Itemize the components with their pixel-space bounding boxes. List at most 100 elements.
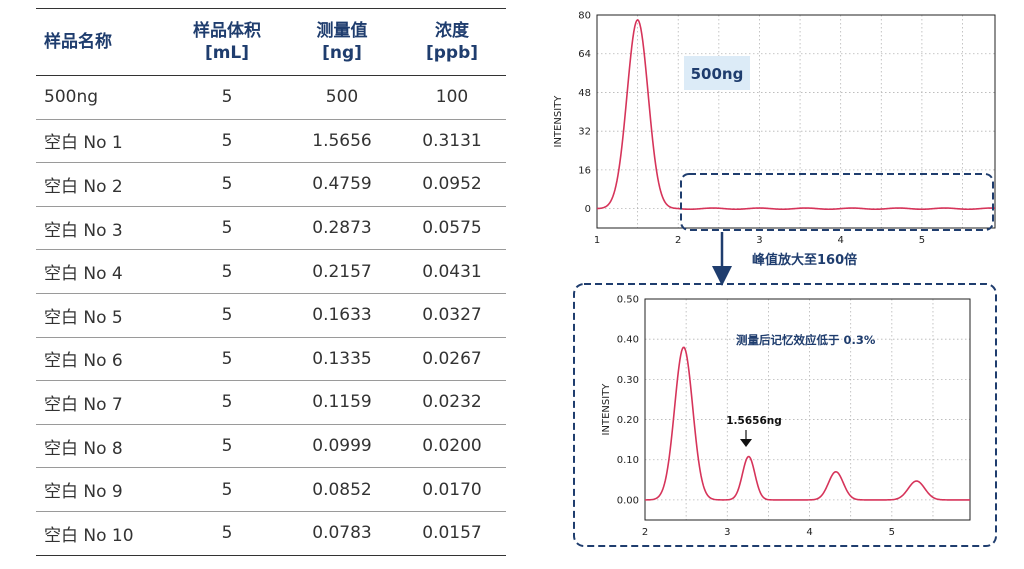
x-tick-label: 2 [642,527,648,538]
table-row: 空白 No 7 5 0.1159 0.0232 [36,380,506,425]
peak-pointer-head [740,439,752,447]
annotation-badge [684,56,750,90]
y-tick-label: 16 [578,165,591,176]
zoom-region-box [680,173,994,231]
x-tick-label: 1 [594,235,600,246]
cell-measured: 0.2873 [286,206,398,251]
y-axis-label: INTENSITY [553,95,564,148]
cell-volume: 5 [168,337,286,382]
cell-measured: 0.1335 [286,337,398,382]
cell-measured: 0.2157 [286,249,398,294]
y-tick-label: 64 [578,49,591,60]
y-tick-label: 0.10 [617,455,639,466]
cell-sample-name: 空白 No 6 [36,337,168,382]
cell-concentration: 100 [398,75,506,120]
annotation-memory-effect: 测量后记忆效应低于 0.3% [736,333,876,347]
table-row: 空白 No 8 5 0.0999 0.0200 [36,424,506,469]
cell-sample-name: 空白 No 4 [36,249,168,294]
table-row: 空白 No 5 5 0.1633 0.0327 [36,293,506,338]
header-volume: 样品体积 [mL] [168,8,286,76]
y-tick-label: 0.00 [617,495,639,506]
y-tick-label: 80 [578,11,591,22]
cell-measured: 0.1159 [286,380,398,425]
series-line [644,346,970,501]
table-header-row: 样品名称 样品体积 [mL] 测量值 [ng] 浓度 [ppb] [36,8,506,76]
cell-sample-name: 空白 No 5 [36,293,168,338]
cell-measured: 0.0852 [286,467,398,512]
annotation-500ng: 500ng [691,65,744,83]
peak-label: 1.5656ng [726,415,782,427]
cell-measured: 0.1633 [286,293,398,338]
table-row: 空白 No 6 5 0.1335 0.0267 [36,337,506,382]
plot-frame [644,298,971,521]
table-row: 500ng 5 500 100 [36,75,506,120]
table-row: 空白 No 1 5 1.5656 0.3131 [36,119,506,164]
cell-measured: 0.4759 [286,162,398,207]
cell-concentration: 0.3131 [398,119,506,164]
cell-volume: 5 [168,119,286,164]
y-tick-label: 0.20 [617,415,639,426]
table-row: 空白 No 4 5 0.2157 0.0431 [36,249,506,294]
cell-sample-name: 空白 No 8 [36,424,168,469]
x-tick-label: 4 [806,527,812,538]
header-measured: 测量值 [ng] [286,8,398,76]
cell-volume: 5 [168,380,286,425]
chart-blank-zoom: 0.00 0.10 0.20 0.30 0.40 0.50 2 3 4 5 INTENSITY 测量后… [601,295,971,538]
zoom-chart-frame [573,283,997,547]
cell-volume: 5 [168,424,286,469]
y-tick-label: 32 [578,127,591,138]
cell-concentration: 0.0200 [398,424,506,469]
y-tick-label: 0.50 [617,295,639,306]
x-tick-label: 3 [756,235,762,246]
cell-volume: 5 [168,206,286,251]
cell-volume: 5 [168,293,286,338]
cell-sample-name: 空白 No 1 [36,119,168,164]
x-tick-label: 5 [889,527,895,538]
cell-concentration: 0.0232 [398,380,506,425]
cell-sample-name: 空白 No 9 [36,467,168,512]
header-unit: [ng] [322,43,362,63]
plot-frame [596,14,996,229]
table-row: 空白 No 9 5 0.0852 0.0170 [36,467,506,512]
cell-sample-name: 空白 No 10 [36,511,168,556]
y-tick-label: 48 [578,88,591,99]
cell-concentration: 0.0170 [398,467,506,512]
x-tick-label: 4 [837,235,843,246]
cell-concentration: 0.0267 [398,337,506,382]
header-line: 样品名称 [44,32,112,52]
x-tick-label: 5 [919,235,925,246]
cell-sample-name: 空白 No 7 [36,380,168,425]
cell-concentration: 0.0431 [398,249,506,294]
series-line [596,18,996,211]
cell-volume: 5 [168,75,286,120]
y-tick-label: 0.30 [617,375,639,386]
cell-concentration: 0.0952 [398,162,506,207]
cell-measured: 500 [286,75,398,120]
header-unit: [ppb] [425,43,479,63]
y-axis-label: INTENSITY [601,383,612,436]
header-unit: [mL] [204,43,250,63]
cell-volume: 5 [168,249,286,294]
table-row: 空白 No 3 5 0.2873 0.0575 [36,206,506,251]
x-tick-label: 3 [724,527,730,538]
chart-500ng: 0 16 32 48 64 80 1 2 3 4 5 INTENSITY 500ng [553,11,996,246]
header-line: 样品体积 [193,21,261,41]
table-row: 空白 No 2 5 0.4759 0.0952 [36,162,506,207]
cell-sample-name: 空白 No 2 [36,162,168,207]
cell-volume: 5 [168,511,286,556]
cell-concentration: 0.0575 [398,206,506,251]
cell-volume: 5 [168,467,286,512]
table-row: 空白 No 10 5 0.0783 0.0157 [36,511,506,556]
cell-concentration: 0.0327 [398,293,506,338]
results-table-wrap: 样品名称 样品体积 [mL] 测量值 [ng] 浓度 [ppb] 500ng 5 5… [36,8,506,556]
header-line: 测量值 [316,21,368,41]
cell-sample-name: 500ng [36,75,168,120]
header-sample-name: 样品名称 [36,8,168,76]
cell-sample-name: 空白 No 3 [36,206,168,251]
cell-concentration: 0.0157 [398,511,506,556]
x-tick-label: 2 [675,235,681,246]
y-tick-label: 0.40 [617,335,639,346]
cell-measured: 0.0999 [286,424,398,469]
